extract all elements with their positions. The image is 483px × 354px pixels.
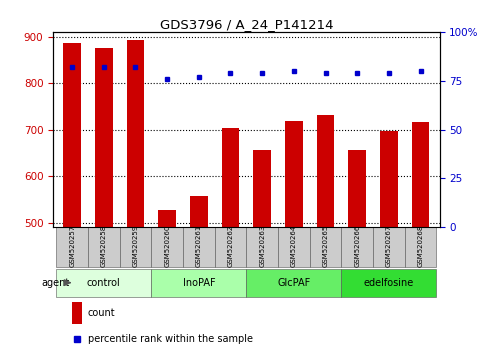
Text: GSM520257: GSM520257 [69,224,75,267]
Title: GDS3796 / A_24_P141214: GDS3796 / A_24_P141214 [159,18,333,31]
Bar [341,269,436,297]
Bar [151,227,183,267]
Text: GSM520259: GSM520259 [132,224,139,267]
Text: GSM520268: GSM520268 [417,224,424,267]
Text: GlcPAF: GlcPAF [277,278,311,288]
Bar [151,269,246,297]
Bar [57,269,151,297]
Bar [246,227,278,267]
Bar [63,44,81,227]
Text: edelfosine: edelfosine [364,278,414,288]
Bar [254,149,271,227]
Text: GSM520265: GSM520265 [323,224,328,267]
Bar [88,227,120,267]
Bar [405,227,436,267]
Bar [222,128,239,227]
Text: count: count [88,308,115,318]
Bar [72,302,82,324]
Bar [95,48,113,227]
Bar [373,227,405,267]
Text: GSM520267: GSM520267 [386,224,392,267]
Bar [341,227,373,267]
Text: GSM520266: GSM520266 [354,224,360,267]
Text: agent: agent [42,278,70,288]
Bar [278,227,310,267]
Bar [183,227,214,267]
Bar [285,121,302,227]
Text: InoPAF: InoPAF [183,278,215,288]
Bar [214,227,246,267]
Bar [412,122,429,227]
Text: GSM520260: GSM520260 [164,224,170,267]
Text: GSM520264: GSM520264 [291,224,297,267]
Bar [348,149,366,227]
Text: GSM520261: GSM520261 [196,224,202,267]
Text: GSM520262: GSM520262 [227,224,233,267]
Bar [317,115,334,227]
Bar [57,227,88,267]
Text: control: control [87,278,121,288]
Text: GSM520263: GSM520263 [259,224,265,267]
Bar [127,40,144,227]
Bar [190,195,208,227]
Bar [310,227,341,267]
Text: GSM520258: GSM520258 [101,224,107,267]
Bar [158,211,176,227]
Bar [380,131,398,227]
Bar [120,227,151,267]
Text: percentile rank within the sample: percentile rank within the sample [88,335,253,344]
Bar [246,269,341,297]
